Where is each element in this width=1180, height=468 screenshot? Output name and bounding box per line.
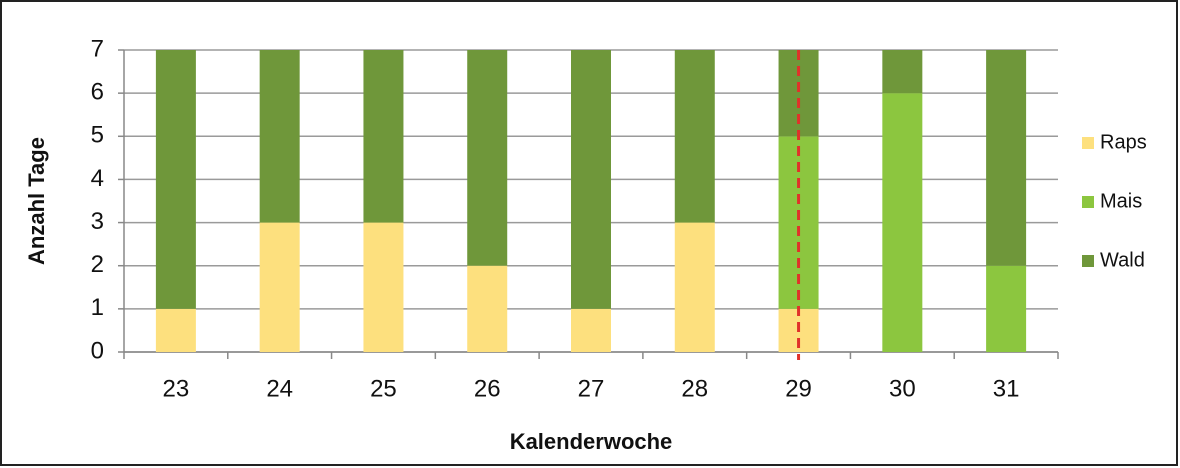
bar-segment	[363, 50, 404, 223]
x-tick-label: 31	[993, 375, 1020, 402]
bar-segment	[674, 50, 715, 223]
bar-segment	[155, 50, 196, 309]
x-tick-label: 29	[785, 375, 812, 402]
y-tick-label: 1	[91, 294, 104, 321]
bar-segment	[363, 222, 404, 352]
x-tick-label: 25	[370, 375, 397, 402]
bar-segment	[571, 308, 611, 352]
x-axis-title: Kalenderwoche	[510, 429, 673, 454]
x-tick-label: 27	[578, 375, 605, 402]
bar-segment	[259, 222, 300, 352]
bar-segment	[986, 265, 1027, 352]
legend-label: Mais	[1100, 190, 1142, 212]
y-tick-label: 5	[91, 122, 104, 149]
x-tick-label: 24	[266, 375, 293, 402]
x-tick-label: 26	[474, 375, 501, 402]
x-tick-label: 23	[163, 375, 190, 402]
bar-segment	[571, 50, 611, 309]
y-tick-label: 0	[91, 337, 104, 364]
y-axis-title: Anzahl Tage	[24, 137, 49, 265]
bar-segment	[986, 50, 1027, 266]
bar-segment	[259, 50, 300, 223]
y-tick-label: 4	[91, 165, 104, 192]
bar-segment	[467, 50, 508, 266]
y-tick-label: 7	[91, 35, 104, 62]
bar-segment	[155, 308, 196, 352]
bar-segment	[674, 222, 715, 352]
y-tick-label: 3	[91, 208, 104, 235]
legend-label: Raps	[1100, 131, 1147, 153]
bar-segment	[882, 93, 923, 353]
legend-swatch	[1082, 196, 1094, 208]
y-tick-label: 2	[91, 251, 104, 278]
legend-label: Wald	[1100, 249, 1145, 271]
x-tick-label: 30	[889, 375, 916, 402]
bar-segment	[882, 50, 923, 94]
legend-swatch	[1082, 137, 1094, 149]
y-tick-label: 6	[91, 78, 104, 105]
x-tick-label: 28	[681, 375, 708, 402]
bar-segment	[467, 265, 508, 352]
legend-swatch	[1082, 255, 1094, 267]
